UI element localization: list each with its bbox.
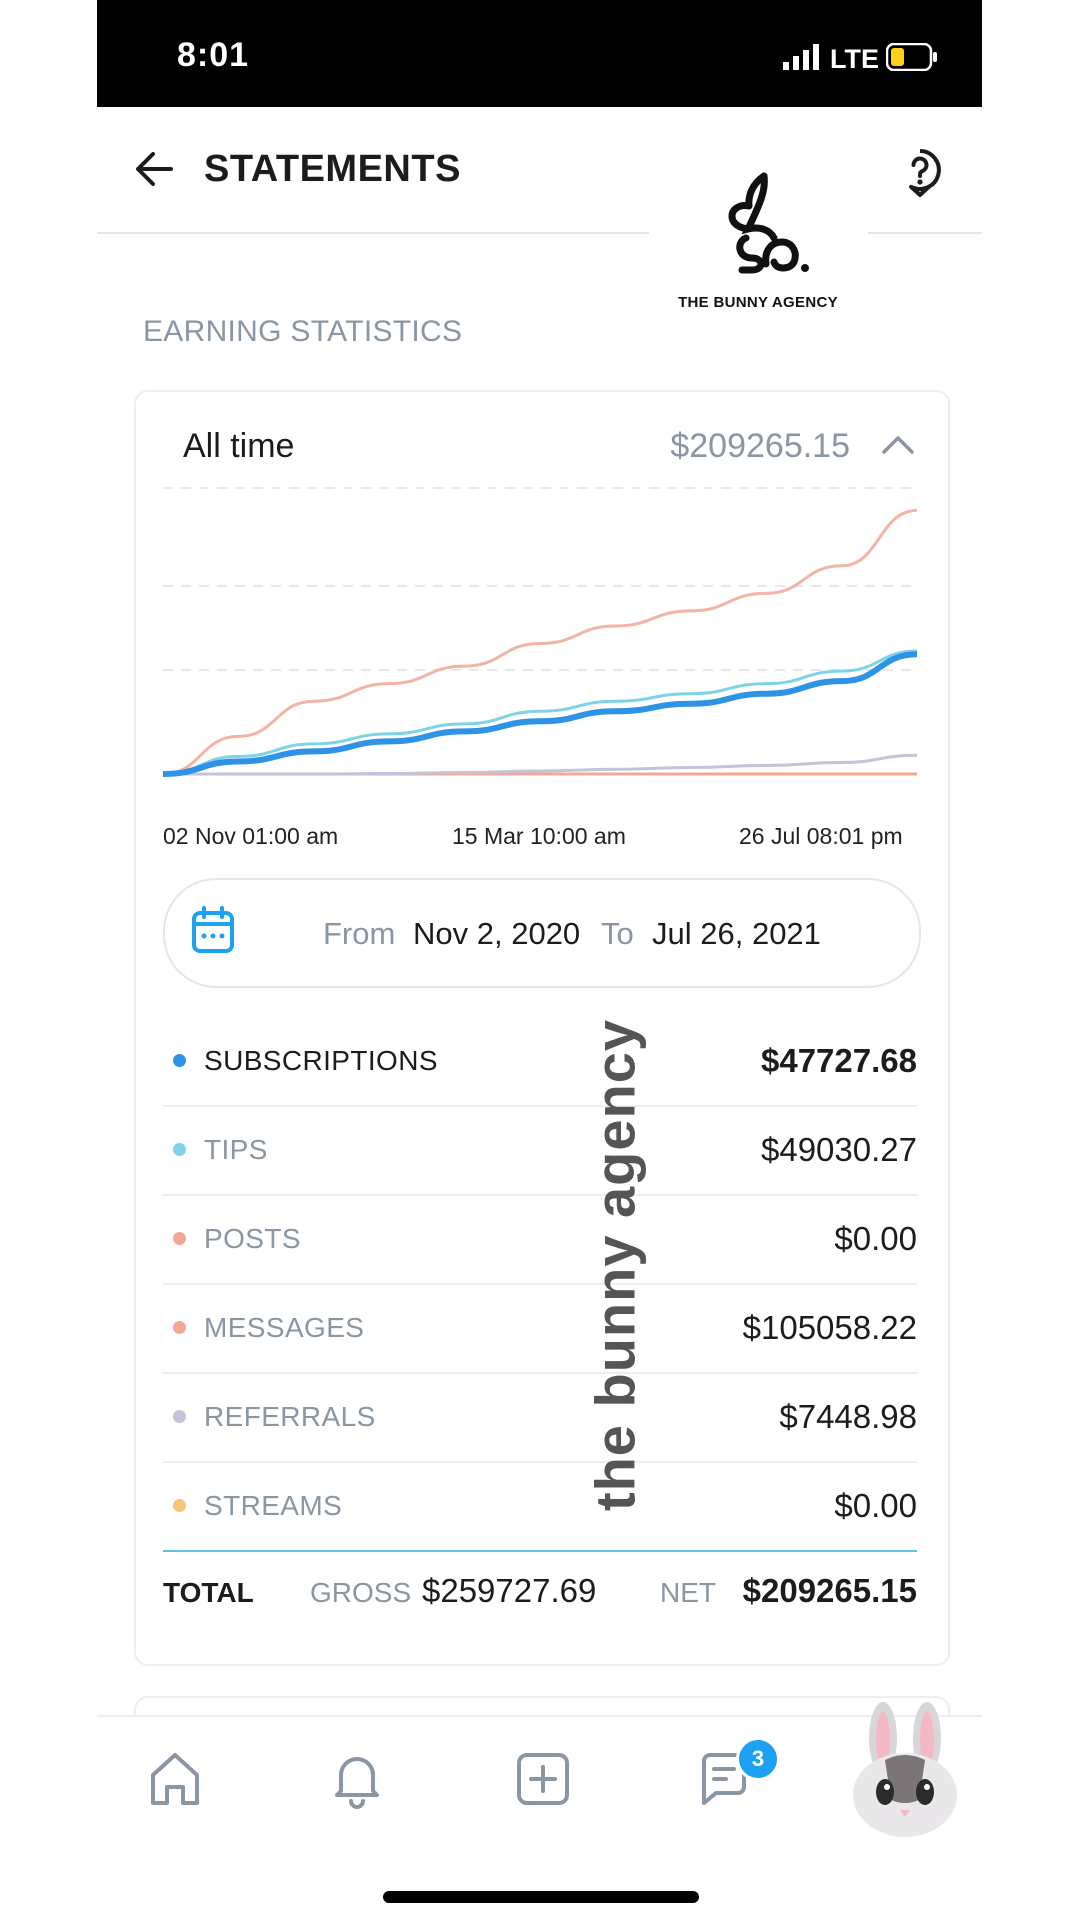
row-value: $105058.22 [742,1309,917,1346]
battery-icon [886,43,937,71]
row-label: SUBSCRIPTIONS [204,1045,438,1076]
period-label: All time [183,427,295,465]
from-date[interactable]: Nov 2, 2020 [413,916,581,951]
x-tick-label: 15 Mar 10:00 am [452,823,626,849]
signal-icon [783,44,819,70]
row-label: POSTS [204,1223,301,1254]
status-time: 8:01 [177,36,250,74]
row-label: STREAMS [204,1490,343,1521]
series-dot [173,1232,186,1245]
messages-badge: 3 [736,1737,780,1781]
series-line-messages [163,508,917,776]
row-label: MESSAGES [204,1312,365,1343]
header-divider [868,232,982,234]
row-label: REFERRALS [204,1401,376,1432]
network-label: LTE [830,44,879,74]
x-tick-label: 02 Nov 01:00 am [163,823,339,849]
bell-icon[interactable] [327,1747,387,1811]
header-divider [97,232,649,234]
calendar-icon[interactable] [190,905,236,955]
row-tips[interactable]: TIPS $49030.27 [163,1106,917,1196]
row-label: TIPS [204,1134,268,1165]
total-label: TOTAL [163,1577,254,1608]
row-referrals[interactable]: REFERRALS $7448.98 [163,1373,917,1463]
series-dot [173,1410,186,1423]
to-date[interactable]: Jul 26, 2021 [652,916,821,951]
period-total: $209265.15 [670,427,850,465]
gross-label: GROSS [310,1577,412,1608]
series-dot [173,1054,186,1067]
row-value: $7448.98 [779,1398,917,1435]
row-value: $47727.68 [761,1042,917,1079]
section-title: EARNING STATISTICS [143,315,463,348]
earnings-chart [163,487,917,777]
row-value: $49030.27 [761,1131,917,1168]
bunny-logo-icon [728,172,809,274]
series-dot [173,1143,186,1156]
watermark-label: the bunny agency [583,1018,647,1512]
row-value: $0.00 [834,1220,917,1257]
date-range-picker[interactable] [163,878,921,988]
chevron-up-icon[interactable] [880,430,916,460]
page-title: STATEMENTS [204,148,461,190]
home-indicator [383,1891,699,1903]
series-line-subscriptions [163,651,917,777]
row-messages[interactable]: MESSAGES $105058.22 [163,1284,917,1374]
net-value: $209265.15 [742,1572,917,1609]
series-line-tips [163,649,917,776]
status-bar: 8:01 LTE [97,0,982,107]
earnings-card [134,390,950,1666]
add-icon[interactable] [513,1747,573,1811]
home-icon[interactable] [145,1747,205,1811]
row-streams[interactable]: STREAMS $0.00 [163,1462,917,1552]
bottom-nav [97,1715,982,1922]
bunny-logo-text: THE BUNNY AGENCY [678,294,838,311]
gross-value: $259727.69 [422,1572,597,1609]
net-label: NET [660,1577,716,1608]
series-dot [173,1499,186,1512]
series-line-referrals [163,753,917,776]
row-value: $0.00 [834,1487,917,1524]
row-subscriptions[interactable]: SUBSCRIPTIONS $47727.68 [163,1017,917,1107]
avatar[interactable] [845,1700,965,1840]
row-posts[interactable]: POSTS $0.00 [163,1195,917,1285]
x-tick-label: 26 Jul 08:01 pm [739,823,903,849]
back-arrow-icon[interactable] [133,148,175,190]
from-label: From [323,916,396,951]
to-label: To [601,916,634,951]
help-icon[interactable] [897,148,943,198]
series-dot [173,1321,186,1334]
